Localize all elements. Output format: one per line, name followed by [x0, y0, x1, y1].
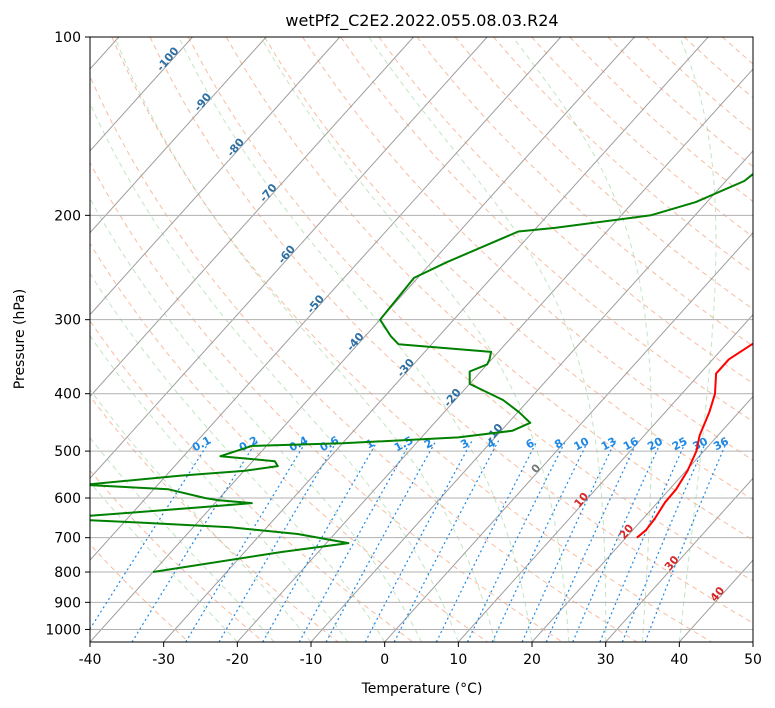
moist-adiabat	[114, 37, 496, 642]
mixing-ratio-line	[90, 440, 211, 631]
moist-adiabat	[178, 37, 533, 642]
isotherm-line	[90, 37, 562, 561]
mixing-ratio-line	[185, 440, 308, 642]
y-tick-label: 700	[54, 531, 81, 547]
x-tick-label: 40	[670, 652, 688, 668]
isotherm-line	[310, 150, 753, 642]
temperature-profile-line	[636, 342, 753, 539]
mixing-ratio-lines	[90, 440, 728, 642]
y-tick-label: 900	[54, 595, 81, 611]
x-tick-label: -10	[300, 652, 323, 668]
x-tick-label: 30	[597, 652, 615, 668]
profile-series	[90, 172, 753, 573]
plot-frame	[89, 36, 754, 643]
isotherm-line	[90, 37, 414, 398]
moist-adiabat	[90, 102, 459, 642]
mixing-ratio-line	[131, 440, 258, 642]
mixing-ratio-label: 16	[621, 435, 641, 454]
x-tick-label: 50	[744, 652, 762, 668]
moist-adiabat	[90, 272, 386, 642]
x-axis-label: Temperature (°C)	[361, 681, 483, 697]
x-tick-label: -30	[152, 652, 175, 668]
isotherm-line	[605, 477, 753, 642]
isobars	[90, 37, 753, 630]
dry-adiabat	[149, 37, 753, 624]
isotherm-line	[384, 231, 753, 642]
y-tick-label: 1000	[45, 622, 81, 638]
mixing-ratio-line	[521, 440, 617, 642]
moist-adiabat	[90, 197, 422, 642]
mixing-ratio-label: 20	[645, 435, 665, 454]
mixing-ratio-line	[393, 440, 500, 642]
x-tick-label: 0	[380, 652, 389, 668]
isotherm-line	[90, 37, 635, 642]
mixing-ratio-label: 10	[572, 435, 592, 454]
isotherm-line	[90, 37, 193, 152]
mixing-ratio-line	[545, 440, 639, 642]
dry-adiabat	[90, 469, 264, 642]
mixing-ratio-line	[644, 440, 728, 642]
isotherms	[90, 37, 753, 642]
mixing-ratio-line	[325, 440, 437, 642]
dry-adiabat	[187, 37, 753, 582]
isotherm-line	[236, 68, 753, 642]
mixing-ratio-label: 30	[690, 434, 710, 453]
y-tick-label: 400	[54, 387, 81, 403]
isotherm-line	[90, 37, 267, 234]
x-tick-label: 10	[449, 652, 467, 668]
y-tick-label: 300	[54, 313, 81, 329]
x-tick-label: -40	[79, 652, 102, 668]
moist-adiabat	[90, 481, 238, 642]
isotherm-line	[531, 395, 753, 642]
chart-title: wetPf2_C2E2.2022.055.08.03.R24	[285, 11, 558, 31]
isotherm-line	[90, 37, 341, 316]
y-tick-label: 500	[54, 444, 81, 460]
dry-adiabat	[90, 543, 190, 642]
moist-adiabat	[368, 37, 607, 642]
dry-adiabat	[302, 37, 753, 461]
mixing-ratio-label: 36	[711, 435, 731, 454]
moist-adiabat	[512, 37, 653, 642]
x-tick-label: 20	[523, 652, 541, 668]
isotherm-line	[163, 37, 709, 642]
y-tick-label: 200	[54, 208, 81, 224]
plot-area: 0.1 0.2 0.4 0.6 1 1.5 2 3 4 6 8 10 13 16 20 25 30 36 -100…	[90, 37, 753, 642]
mixing-ratio-label: 13	[599, 435, 619, 454]
mixing-ratio-line	[364, 440, 473, 642]
dry-adiabat	[90, 75, 638, 642]
y-axis-label: Pressure (hPa)	[12, 289, 28, 389]
dry-adiabat	[90, 242, 488, 642]
y-axis-ticks: 100 200 300 400 500 600 700 800 900 1000	[45, 30, 90, 638]
mixing-ratio-line	[435, 440, 538, 642]
moist-adiabat	[678, 37, 717, 642]
isotherm-line	[457, 313, 753, 642]
mixing-ratio-line	[599, 440, 687, 642]
dry-adiabat	[264, 37, 753, 501]
y-tick-label: 600	[54, 491, 81, 507]
y-tick-label: 800	[54, 565, 81, 581]
mixing-ratio-line	[466, 440, 567, 642]
isotherm-line	[90, 37, 488, 480]
x-axis-ticks: -40 -30 -20 -10 0 10 20 30 40 50	[79, 642, 762, 668]
dewpoint-profile-line	[90, 172, 753, 573]
mixing-ratio-label: 25	[670, 435, 690, 454]
x-tick-label: -20	[226, 652, 249, 668]
mixing-ratio-line	[572, 440, 663, 642]
moist-adiabats	[90, 37, 717, 642]
mixing-ratio-line	[621, 440, 708, 642]
moist-adiabat	[260, 37, 570, 642]
dry-adiabat	[90, 161, 563, 642]
mixing-ratio-line	[491, 440, 589, 642]
y-tick-label: 100	[54, 30, 81, 46]
